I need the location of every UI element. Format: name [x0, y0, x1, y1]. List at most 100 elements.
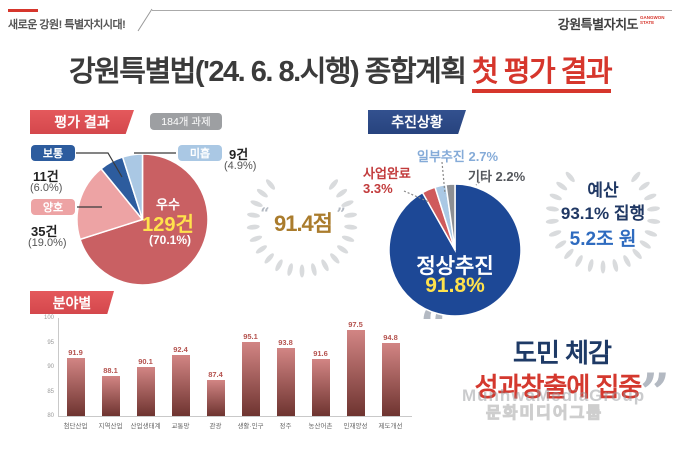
laurel-leaf — [250, 200, 263, 207]
laurel-leaf — [631, 171, 641, 183]
laurel-leaf — [275, 259, 283, 272]
laurel-leaf — [623, 255, 631, 267]
callout-partial: 일부추진 2.7% — [417, 146, 498, 165]
pie-slice-우수 — [79, 153, 209, 286]
progress-status-pie-svg — [388, 183, 522, 317]
laurel-leaf — [638, 181, 650, 191]
laurel-leaf — [575, 255, 583, 267]
laurel-leaf — [249, 235, 263, 242]
bar-category-label: 첨단산업 — [63, 423, 88, 430]
task-count-badge: 184개 과제 — [150, 113, 222, 130]
bar-category-label: 농산어촌 — [308, 423, 333, 430]
bar — [136, 366, 155, 416]
laurel-leaf — [255, 245, 267, 254]
y-tick-label: 80 — [47, 413, 54, 419]
watermark-en: MunhwaMediaGroup — [462, 386, 646, 405]
laurel-leaf — [341, 235, 355, 242]
field-badge: 분야별 — [30, 291, 114, 314]
y-axis — [58, 318, 59, 416]
bar-value-label: 94.8 — [383, 333, 398, 343]
bar-category-label: 정주 — [279, 423, 292, 430]
laurel-leaf — [632, 248, 642, 259]
laurel-leaf — [265, 179, 276, 190]
laurel-wreath-icon — [545, 171, 661, 274]
laurel-leaf — [545, 218, 559, 224]
laurel-leaf — [644, 193, 657, 201]
evaluation-badge-label: 평가 결과 — [54, 114, 110, 130]
bar — [101, 376, 120, 416]
y-tick-label: 85 — [47, 388, 54, 395]
slice-pct-usu: (70.1%) — [148, 233, 192, 247]
bar-value-label: 93.8 — [278, 338, 293, 348]
budget-wreath — [545, 158, 661, 274]
laurel-leaf — [287, 263, 293, 276]
bar — [66, 357, 85, 416]
laurel-leaf — [330, 253, 340, 264]
bar-category-label: 교통망 — [171, 423, 190, 430]
laurel-leaf — [549, 193, 562, 201]
bar-value-label: 88.1 — [103, 366, 118, 376]
bar — [346, 330, 365, 416]
bar-value-label: 97.5 — [348, 320, 363, 330]
score-value: 91.4점 — [273, 211, 333, 236]
laurel-leaf — [546, 206, 559, 212]
gangwon-logo-sub: GANGWON STATE — [640, 15, 665, 26]
status-badge: 추진상황 — [368, 110, 466, 134]
x-axis — [58, 416, 412, 417]
y-tick-label: 95 — [47, 339, 54, 346]
laurel-leaf — [256, 188, 268, 198]
callout-complete-label: 사업완료 — [363, 166, 411, 181]
laurel-leaf — [344, 224, 358, 230]
budget-amount: 5.2조 원 — [569, 229, 637, 250]
laurel-leaf — [328, 179, 339, 190]
callout-miheup-label: 미흡 — [189, 148, 211, 160]
budget-executed: 93.1% 집행 — [560, 204, 646, 223]
laurel-leaf — [247, 212, 260, 218]
field-badge-label: 분야별 — [52, 294, 92, 311]
laurel-leaf — [647, 218, 661, 224]
callout-miheup-count: 9건 — [229, 147, 249, 162]
laurel-wreath-icon — [246, 179, 358, 278]
laurel-leaf — [311, 263, 317, 276]
laurel-leaf — [564, 248, 574, 259]
laurel-leaf — [264, 253, 274, 264]
bar-value-label: 95.1 — [243, 332, 258, 341]
gangwon-logo-text: 강원특별자치도 — [557, 17, 639, 32]
slice-label-usu: 우수 — [156, 197, 180, 212]
status-badge-label: 추진상황 — [391, 114, 443, 130]
laurel-leaf — [321, 259, 329, 272]
callout-partial-pct: 2.7% — [468, 149, 499, 164]
bar — [311, 359, 330, 416]
laurel-leaf — [299, 264, 305, 278]
watermark-ko: 문화미디어그룹 — [485, 405, 604, 423]
bar — [206, 379, 225, 416]
callout-botong-pct: (6.0%) — [30, 182, 63, 194]
quote-close-icon: ” — [640, 363, 670, 424]
laurel-leaf — [556, 181, 568, 191]
bar-value-label: 92.4 — [173, 345, 188, 355]
laurel-leaf — [644, 230, 658, 237]
bar — [241, 342, 260, 416]
score-open-quote-icon: “ — [260, 204, 270, 223]
callout-partial-label: 일부추진 — [417, 149, 465, 164]
slice-count-usu: 129건 — [142, 214, 194, 236]
laurel-leaf — [612, 259, 619, 272]
bar — [381, 343, 400, 416]
pie-slice-기타 — [445, 183, 456, 251]
page-title-main: 강원특별법('24. 6. 8.시행) 종합계획 — [68, 56, 473, 88]
y-tick-label: 90 — [47, 364, 54, 370]
bar — [171, 355, 190, 416]
laurel-leaf — [639, 240, 651, 249]
topbar-red-segment — [8, 9, 38, 12]
callout-yangho-count: 35건 — [31, 224, 58, 239]
laurel-leaf — [555, 240, 567, 249]
callout-yangho-label: 양호 — [42, 202, 64, 214]
status-main-label: 정상추진 — [416, 255, 494, 278]
callout-botong-badge: 보통 — [31, 145, 75, 161]
bar-category-label: 관광 — [209, 423, 222, 430]
quote-line1: 도민 체감 — [513, 338, 612, 368]
topbar-slogan: 새로운 강원! 특별자치시대! — [8, 19, 126, 31]
laurel-leaf — [336, 188, 348, 198]
bar-value-label: 91.6 — [313, 349, 328, 359]
status-pie — [387, 182, 523, 318]
